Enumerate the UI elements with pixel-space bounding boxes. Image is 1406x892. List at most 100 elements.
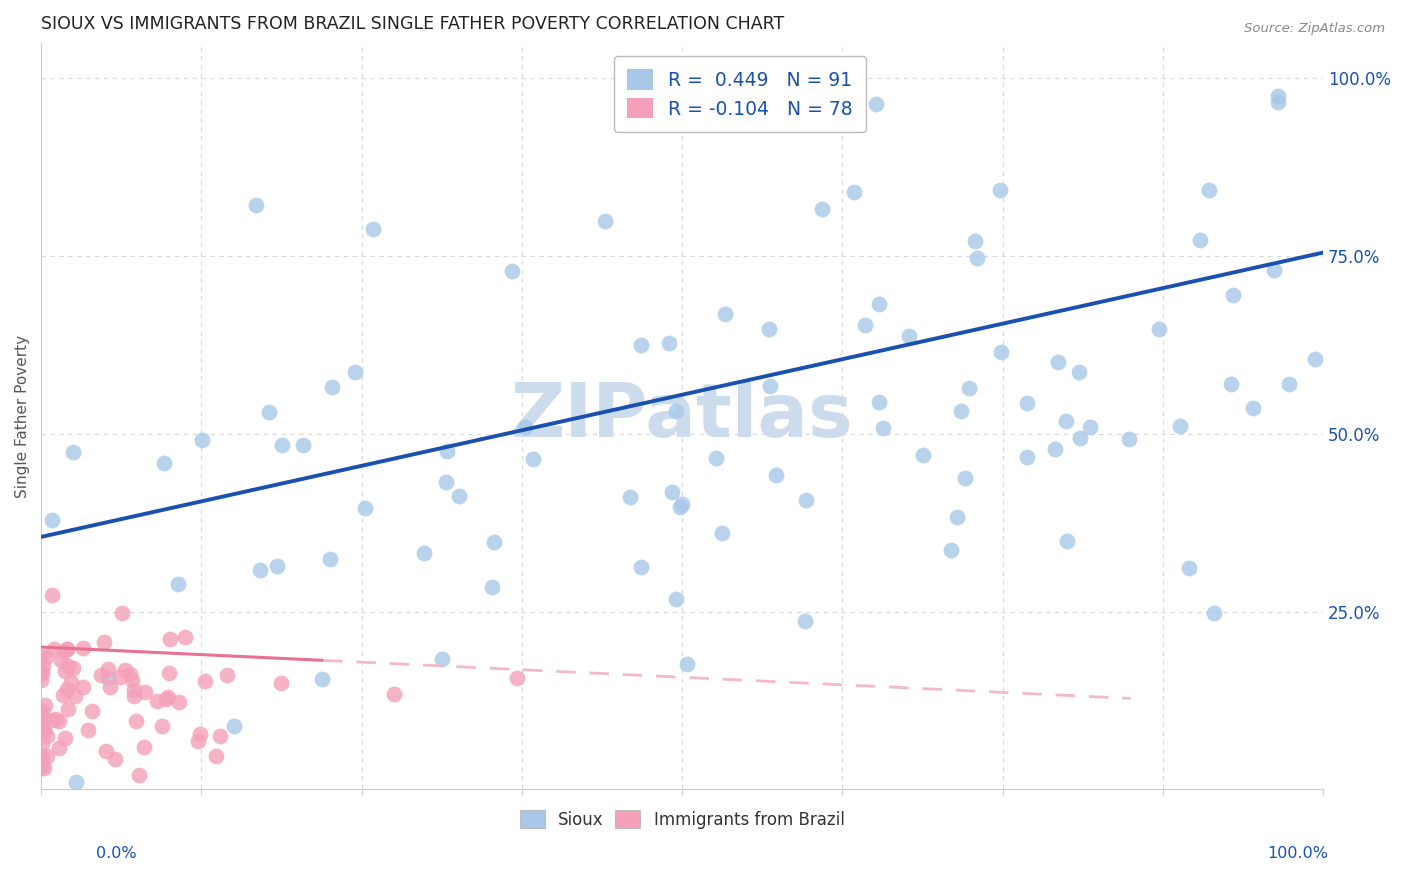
Point bbox=[93, 635, 115, 649]
Point bbox=[939, 543, 962, 558]
Point bbox=[897, 329, 920, 343]
Point bbox=[665, 404, 688, 418]
Point bbox=[1069, 431, 1091, 445]
Point bbox=[713, 307, 735, 321]
Point bbox=[361, 222, 384, 236]
Point bbox=[1222, 288, 1244, 302]
Point bbox=[319, 551, 342, 566]
Point bbox=[1241, 401, 1264, 416]
Point bbox=[245, 197, 267, 211]
Point bbox=[157, 665, 180, 680]
Point bbox=[110, 670, 132, 684]
Point bbox=[94, 744, 117, 758]
Point bbox=[872, 421, 894, 435]
Point bbox=[1305, 352, 1327, 367]
Point bbox=[59, 675, 82, 690]
Point bbox=[665, 592, 688, 607]
Point bbox=[432, 652, 454, 666]
Point bbox=[945, 510, 967, 524]
Point bbox=[120, 667, 142, 681]
Point bbox=[704, 451, 727, 466]
Point bbox=[62, 444, 84, 458]
Point bbox=[51, 688, 73, 702]
Point bbox=[949, 403, 972, 417]
Point bbox=[1188, 233, 1211, 247]
Point bbox=[811, 202, 834, 217]
Point bbox=[48, 741, 70, 756]
Point bbox=[111, 606, 134, 620]
Point bbox=[793, 614, 815, 628]
Point bbox=[98, 680, 121, 694]
Point bbox=[765, 468, 787, 483]
Point bbox=[353, 501, 375, 516]
Point bbox=[506, 671, 529, 685]
Point bbox=[153, 456, 176, 470]
Point bbox=[868, 395, 890, 409]
Point bbox=[191, 433, 214, 447]
Point bbox=[32, 723, 55, 737]
Point bbox=[911, 448, 934, 462]
Point bbox=[842, 186, 865, 200]
Point bbox=[758, 322, 780, 336]
Point bbox=[1198, 183, 1220, 197]
Text: 0.0%: 0.0% bbox=[96, 847, 136, 861]
Point bbox=[103, 752, 125, 766]
Point bbox=[270, 676, 292, 690]
Point bbox=[501, 264, 523, 278]
Point bbox=[676, 657, 699, 672]
Point bbox=[45, 712, 67, 726]
Point bbox=[56, 682, 79, 697]
Point bbox=[31, 712, 53, 726]
Point bbox=[35, 650, 58, 665]
Point bbox=[134, 684, 156, 698]
Point bbox=[658, 335, 681, 350]
Point bbox=[62, 661, 84, 675]
Point bbox=[630, 338, 652, 352]
Point bbox=[37, 749, 59, 764]
Point bbox=[32, 659, 55, 673]
Point bbox=[77, 723, 100, 737]
Point bbox=[97, 671, 120, 685]
Point bbox=[671, 497, 693, 511]
Point bbox=[382, 687, 405, 701]
Point bbox=[1204, 607, 1226, 621]
Point bbox=[48, 714, 70, 728]
Point bbox=[42, 641, 65, 656]
Point bbox=[1168, 419, 1191, 434]
Point bbox=[128, 768, 150, 782]
Point bbox=[30, 673, 52, 687]
Point bbox=[311, 672, 333, 686]
Point bbox=[344, 365, 367, 379]
Point bbox=[55, 641, 77, 656]
Point bbox=[55, 664, 77, 678]
Point bbox=[630, 559, 652, 574]
Point bbox=[217, 668, 239, 682]
Point bbox=[522, 452, 544, 467]
Point bbox=[132, 740, 155, 755]
Point bbox=[31, 704, 53, 718]
Text: SIOUX VS IMMIGRANTS FROM BRAZIL SINGLE FATHER POVERTY CORRELATION CHART: SIOUX VS IMMIGRANTS FROM BRAZIL SINGLE F… bbox=[41, 15, 785, 33]
Text: 100.0%: 100.0% bbox=[1268, 847, 1329, 861]
Point bbox=[41, 588, 63, 602]
Point bbox=[292, 438, 315, 452]
Point bbox=[208, 729, 231, 743]
Point bbox=[413, 546, 436, 560]
Point bbox=[114, 663, 136, 677]
Point bbox=[35, 729, 58, 743]
Point bbox=[988, 183, 1011, 197]
Point bbox=[41, 713, 63, 727]
Point bbox=[31, 666, 53, 681]
Point bbox=[321, 379, 343, 393]
Point bbox=[484, 534, 506, 549]
Point bbox=[194, 674, 217, 689]
Point bbox=[169, 695, 191, 709]
Point bbox=[72, 640, 94, 655]
Point bbox=[1267, 89, 1289, 103]
Point bbox=[434, 475, 457, 489]
Point bbox=[53, 731, 76, 745]
Point bbox=[436, 444, 458, 458]
Point bbox=[669, 500, 692, 514]
Point bbox=[1015, 396, 1038, 410]
Point bbox=[759, 379, 782, 393]
Point bbox=[1056, 533, 1078, 548]
